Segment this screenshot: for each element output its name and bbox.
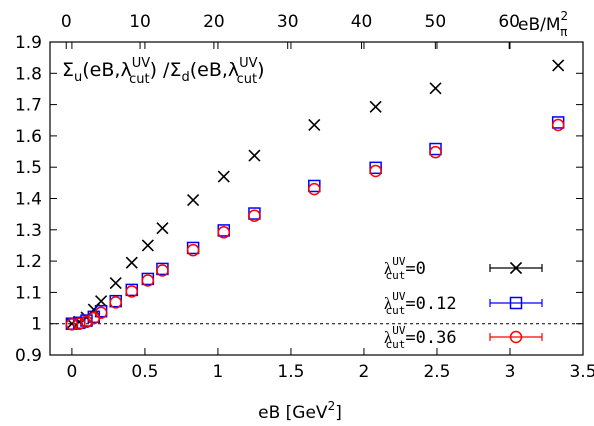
data-point-square — [308, 179, 321, 193]
x-tick-label: 2 — [359, 362, 370, 382]
svg-text:eB [GeV2]: eB [GeV2] — [258, 399, 342, 423]
title-sub-u: u — [74, 70, 82, 85]
title-sup-uv-1: UV — [132, 56, 151, 71]
y-tick-label: 1.4 — [15, 190, 42, 210]
y-tick-label: 1.3 — [15, 221, 42, 241]
chart-title: Σu(eB,λUV cut) /Σd(eB,λUV cut) — [62, 56, 264, 87]
title-close-1: ) — [150, 59, 157, 81]
data-point-circle — [94, 306, 108, 319]
y-tick-label: 1.5 — [15, 158, 42, 178]
data-point-circle — [308, 182, 321, 196]
legend-entry-x: λUV cut=0 — [384, 255, 543, 282]
title-sup-uv-2: UV — [239, 56, 258, 71]
x2-tick-label: 10 — [129, 12, 151, 32]
data-point-x — [552, 59, 565, 72]
data-point-circle — [369, 164, 382, 178]
title-sub-d: d — [181, 70, 189, 85]
x2-axis-label-main: eB/M — [518, 15, 561, 35]
data-point-circle — [141, 274, 155, 287]
title-sigma-u: Σ — [62, 59, 74, 81]
series-circle — [65, 118, 565, 331]
y-tick-label: 1.8 — [15, 64, 42, 84]
x-tick-label: 2.5 — [423, 362, 450, 382]
data-point-circle — [551, 118, 565, 132]
x2-tick-label: 60 — [498, 12, 520, 32]
y-tick-label: 1.1 — [15, 283, 42, 303]
data-point-x — [125, 256, 138, 269]
legend-label: λUV cut=0.12 — [384, 290, 457, 317]
data-point-x — [217, 170, 230, 183]
y-tick-label: 1.6 — [15, 127, 42, 147]
data-point-circle — [217, 226, 231, 239]
legend-marker-circle — [509, 330, 523, 344]
data-point-x — [141, 239, 154, 252]
x-tick-label: 0 — [66, 362, 77, 382]
data-point-circle — [429, 145, 442, 159]
title-open-2: (eB,λ — [190, 59, 239, 81]
y-tick-label: 1 — [31, 315, 42, 335]
svg-text:eB/M2π: eB/M2 π — [518, 9, 568, 39]
data-point-circle — [186, 243, 200, 257]
x2-tick-label: 20 — [203, 12, 225, 32]
legend-label: λUV cut=0 — [384, 255, 426, 282]
data-point-circle — [125, 285, 139, 298]
x-tick-label: 1.5 — [277, 362, 304, 382]
x-tick-label: 1 — [213, 362, 224, 382]
x-tick-label: 0.5 — [131, 362, 158, 382]
x-tick-label: 3.5 — [569, 362, 594, 382]
legend-entry-circle: λUV cut=0.36 — [384, 324, 543, 351]
y-tick-label: 0.9 — [15, 346, 42, 366]
x2-tick-label: 0 — [61, 12, 72, 32]
data-point-circle — [156, 264, 169, 277]
legend-entry-square: λUV cut=0.12 — [384, 290, 543, 317]
data-point-x — [156, 222, 169, 235]
title-close-2: ) — [257, 59, 264, 81]
data-point-x — [369, 100, 382, 113]
y-tick-label: 1.7 — [15, 96, 42, 116]
legend-marker-square — [509, 296, 523, 310]
x2-tick-label: 50 — [425, 12, 447, 32]
x2-axis-label: eB/M2 π — [518, 9, 568, 39]
legend: λUV cut=0 λUV cut=0.12 λUV cut=0.36 — [384, 255, 543, 351]
data-point-x — [248, 149, 261, 162]
data-point-x — [187, 193, 200, 207]
data-point-square — [429, 142, 442, 156]
data-point-x — [95, 295, 108, 308]
title-slash-sigma: /Σ — [157, 59, 181, 81]
data-point-x — [109, 276, 122, 290]
data-point-x — [429, 82, 442, 95]
axis-layer: 0 0.5 1 1.5 2 2.5 3 3.5 0 10 20 30 40 50 60 0.9 1 1.1 1.2 1… — [15, 12, 594, 382]
mark-layer — [65, 59, 565, 331]
data-point-circle — [72, 317, 86, 330]
data-point-circle — [65, 318, 79, 331]
data-point-x — [308, 118, 321, 132]
x2-tick-label: 30 — [277, 12, 299, 32]
x-tick-label: 3 — [505, 362, 516, 382]
legend-marker-x — [509, 261, 523, 275]
x2-axis-label-sub: π — [560, 25, 567, 39]
x-axis-label-sup: 2 — [328, 399, 336, 413]
x2-axis-label-sup: 2 — [561, 9, 569, 23]
x-axis-label: eB [GeV2] — [258, 399, 342, 423]
title-sub-cut-1: cut — [129, 72, 149, 87]
x-axis-label-main: eB [GeV — [258, 403, 328, 423]
data-point-circle — [109, 296, 122, 309]
y-tick-label: 1.2 — [15, 252, 42, 272]
y-tick-label: 1.9 — [15, 33, 42, 53]
x2-tick-label: 40 — [351, 12, 373, 32]
legend-label: λUV cut=0.36 — [384, 324, 457, 351]
data-point-circle — [248, 209, 261, 222]
title-open-1: (eB,λ — [82, 59, 131, 81]
data-point-circle — [80, 315, 93, 329]
title-sub-cut-2: cut — [237, 72, 257, 87]
x-axis-label-end: ] — [335, 403, 342, 423]
data-point-square — [369, 161, 382, 175]
